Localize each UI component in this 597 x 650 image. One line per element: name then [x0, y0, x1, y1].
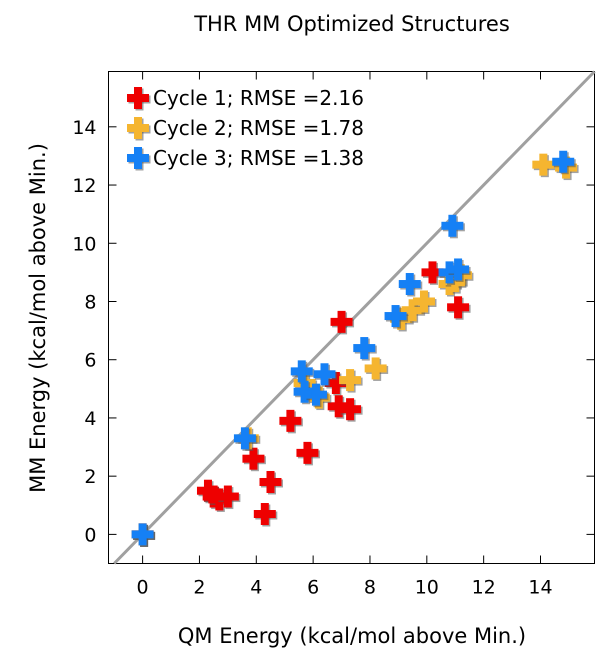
data-point-cycle-3	[447, 258, 471, 282]
y-tick-label: 12	[72, 175, 96, 197]
y-tick-label: 2	[84, 466, 96, 488]
data-point-cycle-1	[259, 470, 283, 495]
data-point-cycle-3	[290, 360, 315, 384]
x-tick-label: 8	[364, 577, 376, 599]
legend-marker-cycle-2	[127, 117, 151, 141]
data-point-cycle-3	[353, 337, 377, 361]
y-tick-label: 4	[84, 408, 96, 430]
data-point-cycle-3	[441, 214, 465, 239]
data-point-cycle-3	[233, 427, 258, 451]
legend-label-cycle-3: Cycle 3; RMSE =1.38	[153, 146, 364, 170]
legend: Cycle 1; RMSE =2.16 Cycle 2; RMSE =1.78 Cy…	[127, 86, 364, 171]
data-point-cycle-1	[339, 398, 363, 422]
data-point-cycle-2	[412, 290, 437, 314]
data-point-cycle-2	[364, 357, 389, 381]
y-tick-label: 6	[84, 350, 96, 372]
data-point-cycle-1	[330, 310, 355, 335]
plot-frame	[108, 71, 595, 564]
legend-marker-cycle-1	[127, 87, 151, 111]
x-tick-label: 12	[472, 577, 496, 599]
data-point-cycle-1	[324, 372, 349, 396]
legend-label-cycle-1: Cycle 1; RMSE =2.16	[153, 86, 364, 110]
y-tick-label: 0	[84, 524, 96, 546]
data-point-cycle-3	[304, 383, 329, 408]
data-point-cycle-1	[279, 409, 303, 434]
x-tick-label: 2	[193, 577, 205, 599]
y-tick-label: 14	[72, 117, 96, 139]
data-point-cycle-2	[444, 270, 468, 294]
y-tick-label: 8	[84, 291, 96, 313]
data-point-cycle-3	[131, 523, 156, 547]
data-points	[131, 150, 579, 547]
data-point-cycle-1	[447, 296, 471, 320]
x-tick-label: 4	[250, 577, 262, 599]
reference-line-y-equals-x	[113, 70, 596, 565]
legend-label-cycle-2: Cycle 2; RMSE =1.78	[153, 116, 364, 140]
x-tick-label: 14	[528, 577, 552, 599]
data-point-cycle-2	[532, 153, 556, 178]
x-tick-label: 0	[137, 577, 149, 599]
data-point-cycle-3	[398, 273, 423, 297]
x-tick-label: 10	[415, 577, 439, 599]
data-point-cycle-1	[242, 447, 266, 472]
data-point-cycle-1	[421, 261, 445, 285]
y-tick-label: 10	[72, 233, 96, 255]
data-point-cycle-2	[339, 369, 363, 393]
chart-title: THR MM Optimized Structures	[193, 12, 510, 36]
data-point-cycle-3	[552, 150, 576, 175]
axis-ticks: 0 2 4 6 8 10 12 14 0 2 4 6 8 10 12 14	[72, 71, 595, 599]
data-point-cycle-1	[296, 441, 320, 466]
x-tick-label: 6	[307, 577, 319, 599]
data-point-cycle-2	[401, 299, 426, 323]
data-point-cycle-1	[216, 485, 241, 510]
data-point-cycle-3	[384, 305, 409, 329]
legend-marker-cycle-3	[127, 147, 151, 171]
data-point-cycle-1	[196, 479, 221, 504]
y-axis-label: MM Energy (kcal/mol above Min.)	[26, 143, 50, 493]
data-point-cycle-1	[253, 503, 278, 527]
data-point-cycle-3	[313, 363, 337, 387]
x-axis-label: QM Energy (kcal/mol above Min.)	[178, 624, 526, 648]
